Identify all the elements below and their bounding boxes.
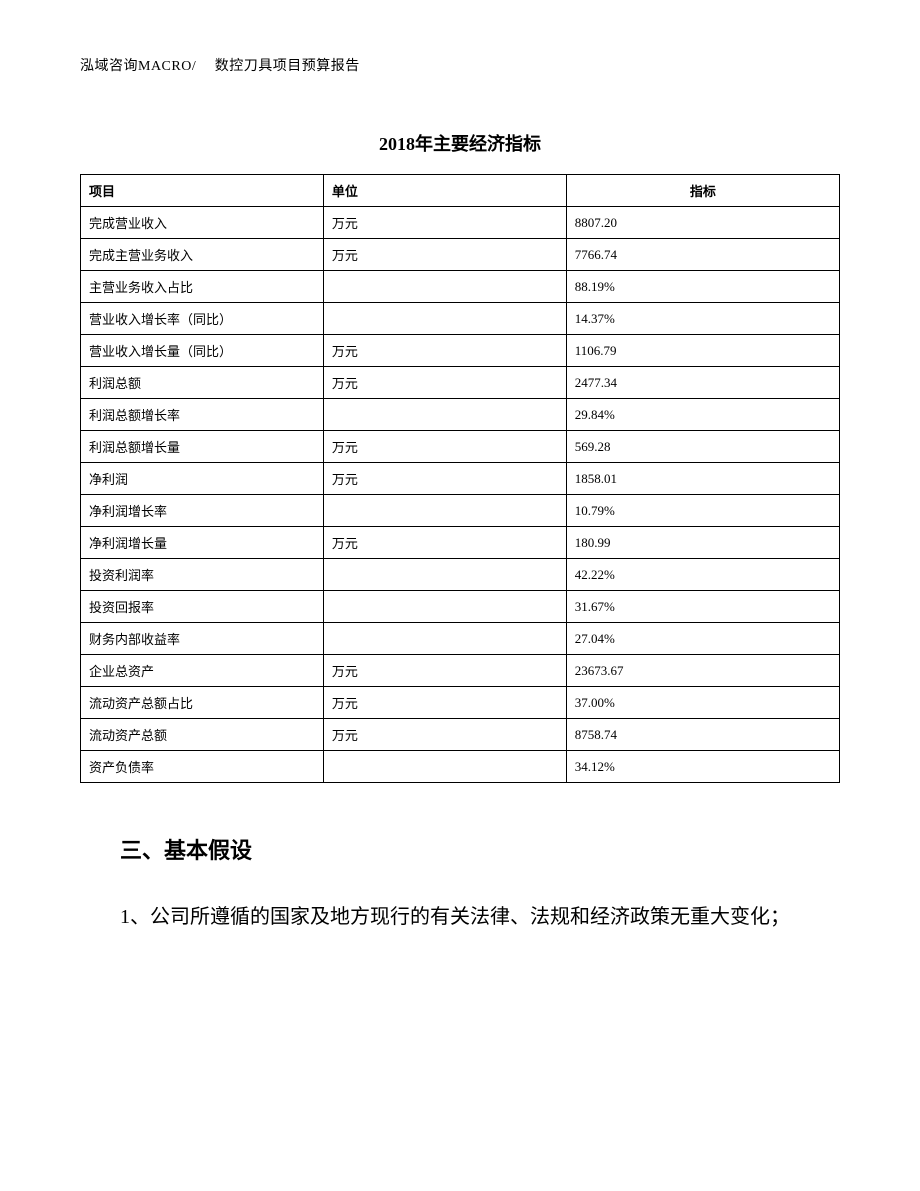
table-row: 财务内部收益率 27.04% [81,623,840,655]
cell-unit: 万元 [323,335,566,367]
cell-unit: 万元 [323,239,566,271]
cell-value: 31.67% [566,591,839,623]
cell-value: 37.00% [566,687,839,719]
cell-item-name: 资产负债率 [81,751,324,783]
cell-unit: 万元 [323,367,566,399]
cell-item-name: 主营业务收入占比 [81,271,324,303]
cell-value: 29.84% [566,399,839,431]
page-header: 泓域咨询MACRO/ 数控刀具项目预算报告 [80,55,840,75]
table-row: 资产负债率 34.12% [81,751,840,783]
cell-item-name: 净利润 [81,463,324,495]
column-header-indicator: 指标 [566,175,839,207]
cell-value: 1858.01 [566,463,839,495]
table-row: 利润总额增长率 29.84% [81,399,840,431]
cell-value: 88.19% [566,271,839,303]
section-heading: 三、基本假设 [120,833,840,865]
cell-value: 34.12% [566,751,839,783]
cell-unit: 万元 [323,527,566,559]
cell-item-name: 完成主营业务收入 [81,239,324,271]
table-row: 流动资产总额万元8758.74 [81,719,840,751]
table-row: 利润总额增长量万元569.28 [81,431,840,463]
cell-unit [323,399,566,431]
cell-unit [323,591,566,623]
table-row: 主营业务收入占比 88.19% [81,271,840,303]
table-header-row: 项目 单位 指标 [81,175,840,207]
table-row: 完成主营业务收入万元7766.74 [81,239,840,271]
page-container: 泓域咨询MACRO/ 数控刀具项目预算报告 2018年主要经济指标 项目 单位 … [0,0,920,939]
table-row: 净利润增长量万元180.99 [81,527,840,559]
cell-item-name: 利润总额 [81,367,324,399]
cell-unit: 万元 [323,431,566,463]
table-row: 净利润万元1858.01 [81,463,840,495]
cell-item-name: 投资利润率 [81,559,324,591]
column-header-unit: 单位 [323,175,566,207]
cell-value: 8807.20 [566,207,839,239]
cell-item-name: 流动资产总额占比 [81,687,324,719]
cell-unit: 万元 [323,207,566,239]
cell-item-name: 利润总额增长率 [81,399,324,431]
column-header-item: 项目 [81,175,324,207]
cell-unit: 万元 [323,687,566,719]
cell-item-name: 完成营业收入 [81,207,324,239]
cell-unit [323,271,566,303]
cell-item-name: 利润总额增长量 [81,431,324,463]
cell-item-name: 流动资产总额 [81,719,324,751]
cell-unit [323,495,566,527]
cell-item-name: 投资回报率 [81,591,324,623]
cell-item-name: 财务内部收益率 [81,623,324,655]
cell-item-name: 净利润增长量 [81,527,324,559]
cell-unit [323,559,566,591]
cell-value: 14.37% [566,303,839,335]
table-row: 利润总额万元2477.34 [81,367,840,399]
cell-item-name: 营业收入增长量（同比） [81,335,324,367]
table-row: 投资回报率 31.67% [81,591,840,623]
table-title: 2018年主要经济指标 [80,130,840,156]
table-row: 投资利润率 42.22% [81,559,840,591]
body-paragraph: 1、公司所遵循的国家及地方现行的有关法律、法规和经济政策无重大变化； [80,895,840,939]
cell-item-name: 营业收入增长率（同比） [81,303,324,335]
cell-unit [323,751,566,783]
economic-indicators-table: 项目 单位 指标 完成营业收入万元8807.20完成主营业务收入万元7766.7… [80,174,840,783]
cell-unit [323,623,566,655]
cell-value: 1106.79 [566,335,839,367]
table-row: 营业收入增长量（同比）万元1106.79 [81,335,840,367]
cell-item-name: 企业总资产 [81,655,324,687]
cell-value: 8758.74 [566,719,839,751]
table-row: 完成营业收入万元8807.20 [81,207,840,239]
cell-value: 569.28 [566,431,839,463]
cell-unit [323,303,566,335]
table-body: 完成营业收入万元8807.20完成主营业务收入万元7766.74主营业务收入占比… [81,207,840,783]
table-row: 流动资产总额占比万元37.00% [81,687,840,719]
cell-value: 2477.34 [566,367,839,399]
cell-item-name: 净利润增长率 [81,495,324,527]
cell-value: 42.22% [566,559,839,591]
table-row: 企业总资产万元23673.67 [81,655,840,687]
cell-value: 7766.74 [566,239,839,271]
cell-value: 180.99 [566,527,839,559]
table-row: 净利润增长率 10.79% [81,495,840,527]
cell-value: 27.04% [566,623,839,655]
table-row: 营业收入增长率（同比） 14.37% [81,303,840,335]
cell-unit: 万元 [323,719,566,751]
cell-value: 23673.67 [566,655,839,687]
cell-unit: 万元 [323,463,566,495]
cell-value: 10.79% [566,495,839,527]
cell-unit: 万元 [323,655,566,687]
